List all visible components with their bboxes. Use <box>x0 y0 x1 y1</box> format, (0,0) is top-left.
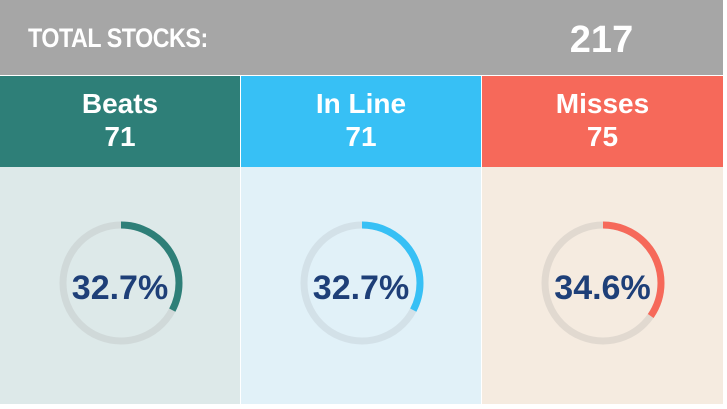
beats-count: 71 <box>104 121 136 152</box>
beats-header: Beats 71 <box>0 76 240 167</box>
inline-header: In Line 71 <box>241 76 481 167</box>
inline-label: In Line <box>315 88 407 119</box>
beats-column: Beats 71 32.7% <box>0 76 240 404</box>
misses-donut <box>541 221 665 345</box>
inline-column: In Line 71 32.7% <box>241 76 481 404</box>
beats-label: Beats <box>81 88 159 119</box>
beats-donut-arc <box>59 221 183 345</box>
total-stocks-label: TOTAL STOCKS: <box>28 23 208 53</box>
inline-body: 32.7% <box>241 167 481 404</box>
misses-column: Misses 75 34.6% <box>482 76 723 404</box>
category-columns: Beats 71 32.7% In Line 71 <box>0 76 723 404</box>
misses-body: 34.6% <box>482 167 723 404</box>
beats-percent: 32.7% <box>71 269 169 307</box>
misses-count: 75 <box>586 121 619 152</box>
misses-header: Misses 75 <box>482 76 723 167</box>
inline-count: 71 <box>345 121 377 152</box>
total-stocks-value: 217 <box>569 19 634 61</box>
inline-donut-arc <box>300 221 424 345</box>
misses-label: Misses <box>555 88 650 119</box>
beats-donut <box>59 221 183 345</box>
beats-body: 32.7% <box>0 167 240 404</box>
misses-percent: 34.6% <box>554 269 651 307</box>
inline-donut <box>300 221 424 345</box>
total-stocks-header: TOTAL STOCKS: 217 <box>0 0 723 75</box>
misses-donut-arc <box>541 221 665 345</box>
inline-percent: 32.7% <box>312 269 410 307</box>
